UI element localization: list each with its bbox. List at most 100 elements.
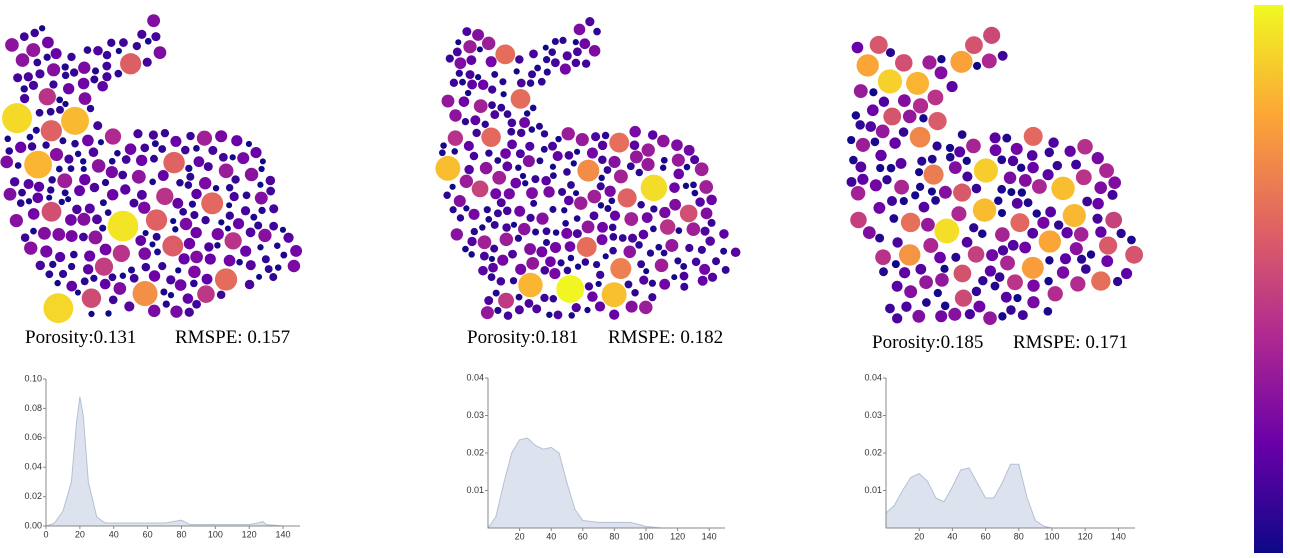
pore [1070,276,1085,291]
pore [497,255,508,266]
pore [213,185,219,191]
pore [1077,139,1092,154]
pore [973,198,996,221]
pore [935,273,949,287]
pore [62,63,69,70]
pore [937,55,945,63]
pore [1043,169,1054,180]
pore [593,261,600,268]
pore [256,274,262,280]
pore [695,197,705,207]
pore [484,296,493,305]
pore [24,151,52,179]
pore [225,232,242,249]
pore [950,51,972,73]
pore [1105,212,1122,229]
pore [507,128,515,136]
pore [1082,197,1092,207]
pore [587,148,598,159]
pore [609,309,619,319]
pore [676,227,683,234]
pore [469,209,480,220]
pore [561,207,567,213]
pore [949,161,962,174]
x-tick-label: 20 [914,531,924,541]
pore [82,135,94,147]
pore [130,274,139,283]
pore [27,134,34,141]
pore [108,211,139,242]
pore [138,247,151,260]
pore [849,156,858,165]
pore [1045,256,1053,264]
pore [528,70,536,78]
pore [463,205,469,211]
pore [28,142,36,150]
pore [532,229,539,236]
pore [148,305,160,317]
pore [5,38,19,52]
pore [68,165,75,172]
pore [78,62,90,74]
pore [582,59,590,67]
pore [684,145,695,156]
pore [26,198,32,204]
pore [1116,229,1125,238]
pore [701,208,713,220]
pore [508,119,517,128]
pore [190,251,203,264]
pore [901,213,920,232]
pore [158,170,169,181]
pore [246,141,252,147]
pore [162,236,183,257]
pore [548,48,556,56]
pore [135,235,146,246]
pore [597,182,605,190]
pore [92,214,102,224]
pore [510,178,521,189]
x-tick-label: 80 [609,531,619,541]
pore [1001,292,1012,303]
pore [219,153,228,162]
pore [494,209,502,217]
pore [42,202,62,222]
pore [266,176,276,186]
pore [488,263,498,273]
density-area [488,438,725,528]
pore [1032,179,1047,194]
pore [54,280,60,286]
pore [197,285,215,303]
pore [631,289,638,296]
pore [466,70,475,79]
pore [698,276,708,286]
pore [151,32,160,41]
pore [641,175,668,202]
y-tick-label: 0.01 [864,485,882,495]
pore [655,244,662,251]
pore [185,308,194,317]
pore [72,205,82,215]
x-tick-label: 40 [947,531,957,541]
pore [536,123,543,130]
pore [156,188,173,205]
y-tick-label: 0.00 [24,520,42,530]
pore [529,49,538,58]
pore [910,127,931,148]
pore [219,163,234,178]
pore [1007,188,1015,196]
pore [185,181,193,189]
pore [236,259,243,266]
pore [243,191,251,199]
pore [575,263,581,269]
pore [109,158,116,165]
pore [585,282,593,290]
pore [482,121,489,128]
pore [995,227,1010,242]
pore [257,182,263,188]
pore [510,277,517,284]
pore [481,127,501,147]
pore [856,138,870,152]
pore [98,139,104,145]
pore [482,37,495,50]
pore [564,196,574,206]
